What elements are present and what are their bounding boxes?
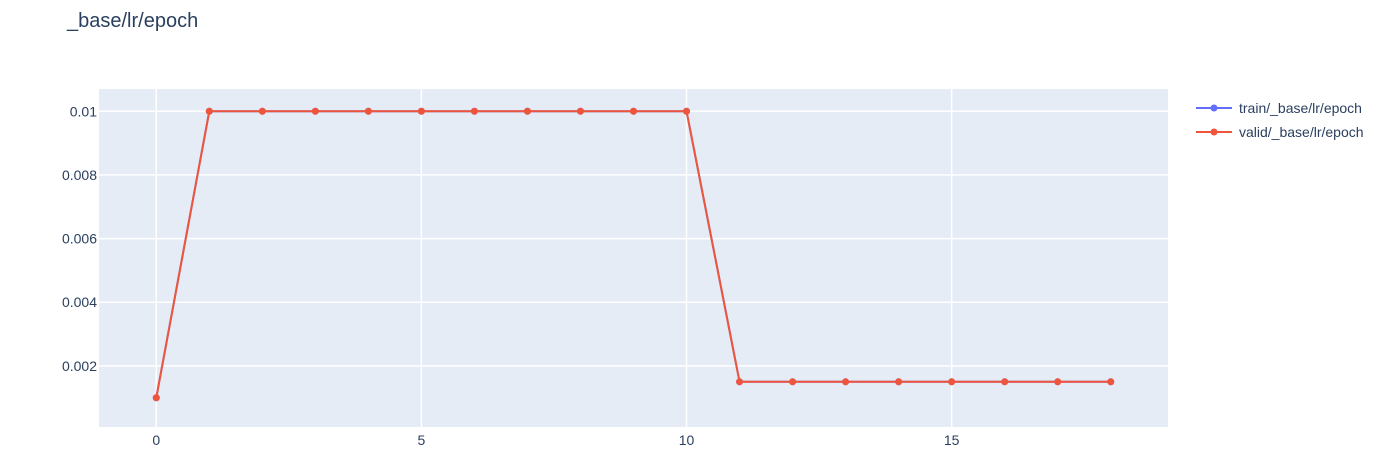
data-point — [1001, 378, 1009, 386]
data-point — [736, 378, 744, 386]
y-tick-label: 0.008 — [62, 167, 97, 183]
data-point — [311, 107, 319, 115]
data-point — [789, 378, 797, 386]
data-point — [842, 378, 850, 386]
legend-item[interactable]: valid/_base/lr/epoch — [1196, 124, 1364, 140]
data-point — [417, 107, 425, 115]
data-point — [576, 107, 584, 115]
chart-title: _base/lr/epoch — [66, 10, 198, 32]
x-tick-label: 15 — [944, 432, 960, 448]
y-tick-label: 0.01 — [70, 103, 97, 119]
data-point — [152, 394, 160, 402]
x-tick-label: 0 — [152, 432, 160, 448]
legend-marker — [1210, 104, 1218, 112]
data-point — [364, 107, 372, 115]
data-point — [683, 107, 691, 115]
legend-label: train/_base/lr/epoch — [1239, 100, 1362, 116]
data-point — [470, 107, 478, 115]
legend-item[interactable]: train/_base/lr/epoch — [1196, 100, 1362, 116]
data-point — [630, 107, 637, 115]
y-tick-label: 0.002 — [62, 358, 97, 374]
data-point — [1054, 378, 1062, 386]
data-point — [205, 107, 213, 115]
y-tick-label: 0.006 — [62, 231, 97, 247]
y-tick-label: 0.004 — [62, 294, 97, 310]
data-point — [523, 107, 531, 115]
data-point — [258, 107, 266, 115]
legend-marker — [1210, 128, 1218, 136]
plot-area — [99, 89, 1168, 427]
data-point — [948, 378, 956, 386]
legend-label: valid/_base/lr/epoch — [1239, 124, 1364, 140]
axes: 0 5 10 15 0.002 0.004 0.006 0.008 0.01 — [62, 103, 960, 448]
series-layer — [152, 107, 1115, 402]
data-point — [1107, 378, 1115, 386]
legend[interactable]: train/_base/lr/epoch valid/_base/lr/epoch — [1196, 100, 1364, 140]
x-tick-label: 5 — [417, 432, 425, 448]
series-2 — [152, 107, 1115, 402]
data-point — [895, 378, 903, 386]
x-tick-label: 10 — [679, 432, 695, 448]
